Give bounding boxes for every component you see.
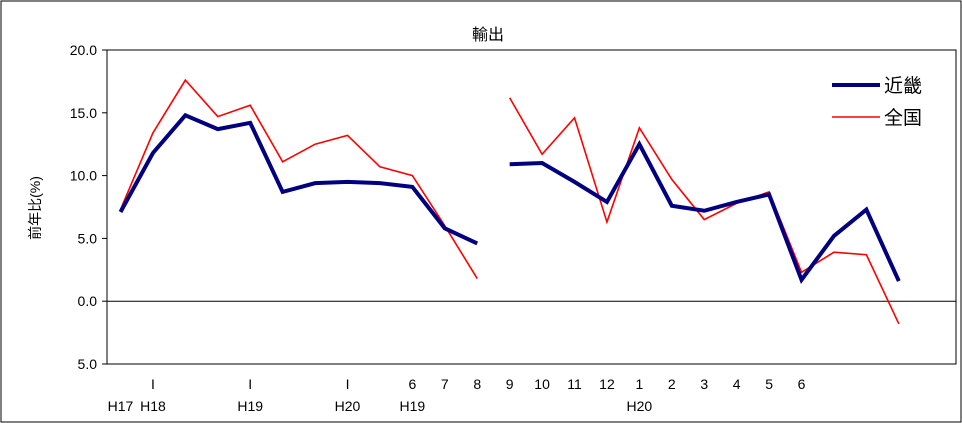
- series-layer: [118, 78, 901, 325]
- x-tick-label: 7: [441, 376, 449, 392]
- x-tick-label: 3: [700, 376, 708, 392]
- series-zenkoku-line-1: [119, 78, 478, 280]
- y-tick-label: 5.0: [78, 356, 98, 372]
- x-tick-label: 12: [599, 376, 615, 392]
- x-era-label: H20: [627, 398, 653, 414]
- x-tick-label: 10: [534, 376, 550, 392]
- y-tick-label: 0.0: [78, 293, 98, 309]
- series-kinki-line-1: [118, 112, 479, 246]
- x-tick-label: 8: [473, 376, 481, 392]
- x-tick-label: 1: [635, 376, 643, 392]
- chart-title: 輸出: [472, 26, 504, 44]
- x-tick-label: 5: [765, 376, 773, 392]
- plot-area: [106, 49, 957, 365]
- x-tick-label: 11: [567, 376, 582, 392]
- x-era-label: H20: [335, 398, 361, 414]
- series-kinki-line-2: [509, 140, 901, 284]
- legend-label: 近畿: [884, 75, 922, 97]
- y-tick-label: 15.0: [70, 105, 97, 121]
- y-axis-label: 前年比(%): [27, 176, 43, 240]
- x-tick-label: I: [346, 376, 350, 392]
- x-tick-label: 6: [798, 376, 806, 392]
- x-tick-label: 9: [506, 376, 514, 392]
- y-tick-label: 5.0: [78, 230, 98, 246]
- x-era-label: H19: [400, 398, 426, 414]
- y-tick-label: 20.0: [70, 42, 97, 58]
- y-axis: 20.0 15.0 10.0 5.0 0.0 5.0: [70, 42, 107, 372]
- x-tick-label: 4: [733, 376, 741, 392]
- x-era-label: H18: [140, 398, 166, 414]
- x-tick-label: 6: [408, 376, 416, 392]
- x-era-label: H19: [237, 398, 263, 414]
- x-tick-label: I: [248, 376, 252, 392]
- legend-label: 全国: [884, 107, 922, 129]
- x-tick-label: I: [151, 376, 155, 392]
- x-tick-label: 2: [668, 376, 676, 392]
- x-era-label: H17: [108, 398, 134, 414]
- y-tick-label: 10.0: [70, 168, 97, 184]
- series-zenkoku-line-2: [508, 97, 900, 325]
